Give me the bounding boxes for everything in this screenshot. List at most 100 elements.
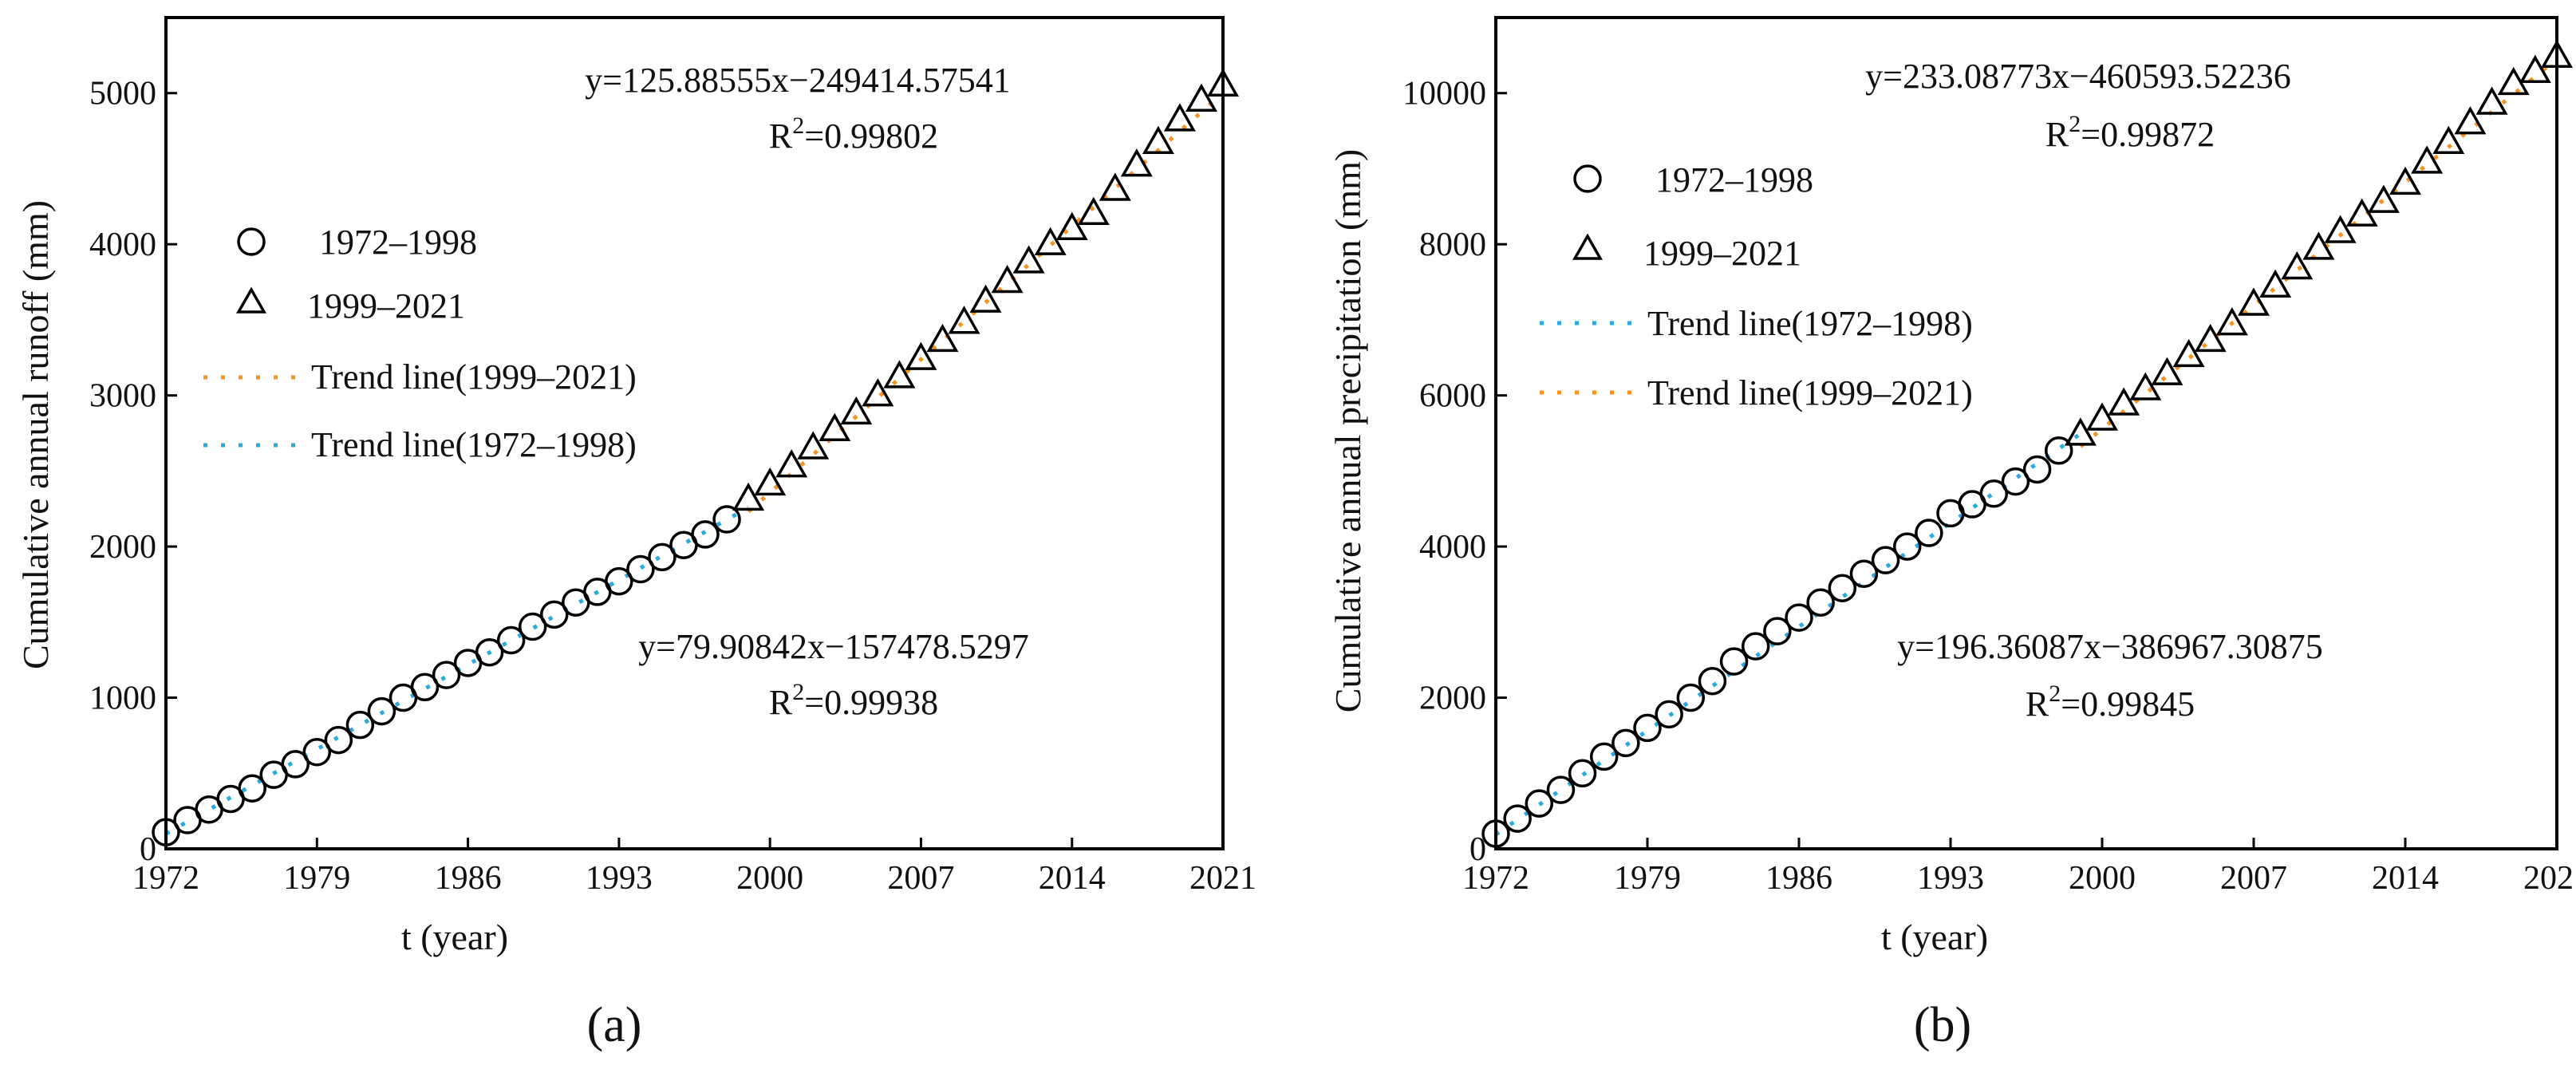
panel-b-circle-point [1785,603,1813,632]
panel-a-trend-line [747,91,1225,514]
panel-a-x-tick-label: 1986 [435,860,502,897]
panel-b-circle-point [1655,700,1683,729]
panel-b-circle-point [2044,436,2073,465]
panel-b-circle-point [2001,467,2030,496]
panel-b-circle-point [1741,632,1770,661]
panel-a-x-tick-label: 1972 [132,860,199,897]
panel-b-triangle-point [2129,372,2162,400]
panel-b-triangle-point [2194,323,2227,353]
panel-a-triangle-point [840,396,873,425]
panel-b-x-tick-label: 1972 [1462,860,1529,897]
panel-a-circle-point [367,696,396,726]
panel-b-x-tick-label: 2021 [2523,860,2576,897]
panel-b-y-tick-label: 4000 [1419,529,1486,566]
panel-a-y-tick-label: 3000 [89,378,156,415]
panel-a-circle-point [691,520,720,549]
panel-a-y-tick-label: 4000 [89,227,156,263]
panel-b-circle-point [1849,559,1879,588]
panel-b-triangle-point [2237,287,2270,316]
panel-a-triangle-point [754,467,787,496]
panel-b-circle-point [1871,546,1900,574]
panel-a-circle-point [410,673,440,702]
panel-b-triangle-point [2302,231,2335,260]
panel-a-upper-equation: y=125.88555x−249414.57541 [585,61,1011,100]
panel-a-runoff-chart: 1972 1979 1986 1993 2000 2007 2014 2021 0 1000 200… [15,16,1256,1052]
panel-a-y-tick-label: 1000 [89,680,156,717]
panel-a-y-tick-label: 0 [140,831,156,868]
panel-b-triangle-point [2064,417,2097,446]
panel-b-circle-point [1979,479,2009,508]
panel-a-upper-r2: R2=0.99802 [769,112,938,156]
panel-a-x-tick-label: 2014 [1039,860,1106,897]
panel-a-legend-triangle-marker [235,286,267,314]
panel-b-circle-point [1589,742,1619,771]
panel-b-circle-point [1828,574,1857,602]
panel-b-legend: 1972–1998 1999–2021 Trend line(1972–1998… [1540,160,1973,412]
panel-b-circle-point [1698,666,1727,696]
panel-b-legend-label: Trend line(1999–2021) [1647,373,1973,412]
panel-a-y-tick-label: 2000 [89,529,156,566]
panel-a-legend: 1972–1998 1999–2021 Trend line(1999–2021… [203,223,637,464]
panel-b-circle-point [1806,588,1835,617]
panel-a-y-axis-label: Cumulative annual runoff (mm) [15,200,56,669]
panel-a-triangle-point [797,431,830,460]
panel-a-circle-point [432,661,461,689]
panel-b-triangle-point [2151,357,2183,385]
panel-b-circle-point [1503,804,1532,833]
panel-b-triangle-point [2432,125,2465,154]
panel-b-triangle-point [2108,387,2140,416]
panel-b-y-tick-label: 8000 [1419,227,1486,263]
panel-b-circle-point [1915,519,1943,547]
panel-b-data-points [1481,39,2574,848]
panel-b-upper-equation: y=233.08773x−460593.52236 [1865,57,2291,96]
panel-a-triangle-point [775,449,808,478]
panel-b-circle-point [1676,683,1706,712]
panel-a-x-axis-label: t (year) [401,917,508,957]
panel-b-x-tick-label: 1993 [1917,860,1984,897]
panel-b-y-axis-label: Cumulative annual precipitation (mm) [1327,149,1368,712]
panel-a-circle-point [712,505,741,534]
panel-b-plot-frame [1494,16,2558,850]
panel-b-y-tick-label: 0 [1469,831,1486,868]
panel-b-circle-point [1546,775,1576,804]
panel-b-label: (b) [1914,998,1971,1052]
panel-a-triangle-point [948,306,980,334]
panel-b-circle-point [1763,617,1792,645]
panel-a-triangle-point [819,412,851,441]
panel-a-triangle-point [1185,83,1217,112]
panel-a-triangle-point [1012,245,1045,274]
panel-b-x-tick-label: 2014 [2372,860,2439,897]
panel-b-triangle-point [2085,402,2119,431]
panel-b-triangle-point [2475,86,2508,115]
panel-a-triangle-point [1099,172,1131,201]
panel-a-circle-point [605,566,633,596]
panel-a-triangle-point [926,323,959,353]
panel-b-precipitation-chart: 1972 1979 1986 1993 2000 2007 2014 2021 0 2000 400… [1327,16,2576,1052]
panel-b-legend-circle-marker [1573,164,1602,193]
panel-b-circle-point [1568,759,1597,788]
panel-a-circle-point [324,725,353,755]
panel-b-legend-label: 1999–2021 [1643,234,1801,273]
panel-a-label: (a) [587,998,642,1052]
panel-a-circle-point [648,542,677,572]
panel-b-y-tick-label: 10000 [1402,76,1486,112]
panel-a-data-points [152,68,1240,846]
panel-a-circle-point [238,774,266,803]
panel-a-circle-point [302,737,332,767]
panel-b-circle-point [2022,455,2052,484]
panel-b-circle-point [1525,789,1554,818]
panel-b-x-axis-label: t (year) [1881,917,1988,957]
panel-b-triangle-point [2281,250,2314,280]
panel-b-ticks: 1972 1979 1986 1993 2000 2007 2014 2021 0 2000 400… [1402,76,2576,897]
panel-a-circle-point [496,625,526,655]
panel-a-triangle-point [1055,211,1088,240]
panel-b-triangle-point [2519,54,2551,83]
panel-a-circle-point [539,600,569,629]
panel-a-legend-label: 1999–2021 [307,286,465,325]
panel-b-triangle-point [2454,106,2487,135]
panel-a-circle-point [281,750,310,779]
panel-a-x-tick-label: 1979 [283,860,350,897]
panel-a-triangle-point [732,482,765,511]
panel-b-triangle-point [2259,269,2292,298]
